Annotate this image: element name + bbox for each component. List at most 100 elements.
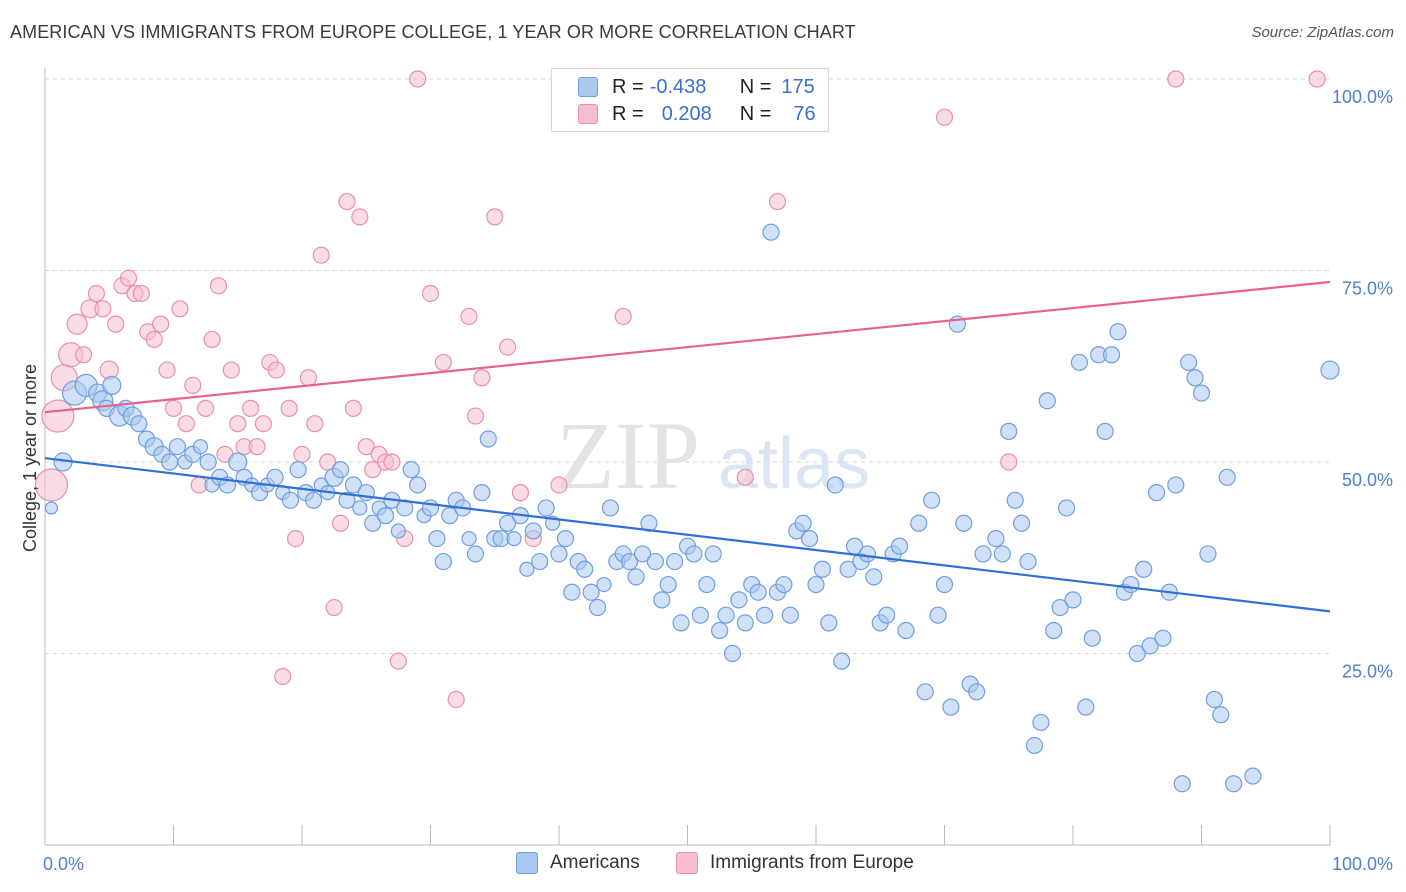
stats-row-americans: R = -0.438 N = 175 xyxy=(578,74,815,100)
immigrants-point xyxy=(145,330,163,349)
americans-point xyxy=(749,583,767,601)
immigrants-point xyxy=(409,70,427,88)
legend-item-americans: Americans xyxy=(516,852,640,874)
y-tick-label: 25.0% xyxy=(1342,662,1393,682)
americans-point xyxy=(858,545,877,563)
americans-point xyxy=(1038,392,1056,410)
r-label: R = xyxy=(612,102,644,125)
americans-point xyxy=(1025,736,1044,755)
americans-point xyxy=(1057,499,1076,517)
x-tick-label: 0.0% xyxy=(43,854,84,874)
americans-point xyxy=(266,468,284,486)
americans-point xyxy=(441,507,459,525)
americans-point xyxy=(1135,560,1153,578)
immigrants-point xyxy=(197,399,215,417)
americans-point xyxy=(199,453,217,471)
immigrants-point xyxy=(466,407,485,425)
americans-point xyxy=(826,476,844,494)
americans-point xyxy=(344,476,362,494)
immigrants-point xyxy=(41,399,75,433)
r-value: 0.208 xyxy=(661,102,712,125)
americans-point xyxy=(1147,484,1166,502)
immigrants-point xyxy=(66,313,88,335)
americans-point xyxy=(402,461,420,479)
n-label: N = xyxy=(739,102,772,125)
immigrants-point xyxy=(299,369,318,387)
americans-point xyxy=(550,545,568,563)
immigrants-point xyxy=(171,300,189,318)
americans-point xyxy=(1167,476,1185,494)
y-tick-label: 100.0% xyxy=(1332,87,1393,107)
immigrants-point xyxy=(222,361,240,379)
immigrants-point xyxy=(164,399,183,417)
immigrants-point xyxy=(550,476,568,494)
americans-point xyxy=(1218,468,1236,486)
americans-point xyxy=(506,530,522,547)
americans-point xyxy=(1102,346,1121,364)
immigrants-point xyxy=(242,399,260,417)
americans-point xyxy=(916,683,934,701)
immigrants-point xyxy=(152,315,170,333)
americans-legend-swatch xyxy=(516,852,538,874)
americans-point xyxy=(1109,323,1127,341)
americans-point xyxy=(519,561,535,577)
americans-point xyxy=(762,223,780,241)
americans-trend-line xyxy=(44,457,1331,613)
immigrants-point xyxy=(389,652,407,670)
americans-point xyxy=(659,575,677,594)
watermark: ZIP atlas xyxy=(556,402,870,509)
americans-point xyxy=(1180,353,1198,372)
americans-point xyxy=(974,545,992,563)
y-tick-label: 75.0% xyxy=(1342,279,1393,299)
immigrants-point xyxy=(229,415,247,433)
immigrants-legend-label: Immigrants from Europe xyxy=(710,852,914,873)
immigrants-point xyxy=(473,369,491,387)
immigrants-point xyxy=(1308,70,1326,88)
americans-point xyxy=(672,614,690,632)
americans-point xyxy=(800,529,819,548)
americans-point xyxy=(1070,353,1089,372)
immigrants-points xyxy=(34,70,1326,709)
americans-point xyxy=(1199,545,1217,563)
immigrants-point xyxy=(357,438,375,456)
immigrants-point xyxy=(325,598,343,617)
americans-point xyxy=(228,452,248,472)
americans-point xyxy=(666,552,684,571)
immigrants-point xyxy=(421,284,440,303)
americans-point xyxy=(698,575,716,594)
series-legend: Americans Immigrants from Europe xyxy=(0,852,1406,878)
americans-point xyxy=(409,476,427,494)
americans-point xyxy=(1096,422,1114,440)
americans-point xyxy=(390,523,406,539)
americans-point xyxy=(556,529,575,548)
americans-point xyxy=(1000,422,1018,440)
immigrants-trend-line xyxy=(44,280,1331,414)
americans-point xyxy=(878,606,896,624)
immigrants-point xyxy=(280,399,298,417)
americans-point xyxy=(685,545,703,563)
americans-point xyxy=(1122,575,1140,594)
americans-point xyxy=(717,606,735,624)
americans-point xyxy=(910,514,928,532)
americans-point xyxy=(479,430,497,448)
immigrants-point xyxy=(119,269,138,287)
immigrants-point xyxy=(312,246,330,264)
americans-point xyxy=(1032,713,1050,732)
immigrants-point xyxy=(338,192,356,211)
americans-point xyxy=(601,499,620,517)
americans-point xyxy=(923,491,941,509)
immigrants-point xyxy=(768,192,787,211)
americans-point xyxy=(1173,775,1191,793)
immigrants-point xyxy=(344,399,362,417)
americans-point xyxy=(794,514,812,532)
americans-point xyxy=(987,529,1005,548)
americans-point xyxy=(1320,360,1340,380)
americans-point xyxy=(582,583,600,601)
immigrants-point xyxy=(460,307,478,326)
immigrants-point xyxy=(351,208,369,226)
immigrants-legend-swatch xyxy=(676,852,698,874)
americans-point xyxy=(968,683,986,701)
immigrants-point xyxy=(107,315,125,333)
americans-point xyxy=(935,575,954,594)
immigrants-point xyxy=(74,346,93,364)
